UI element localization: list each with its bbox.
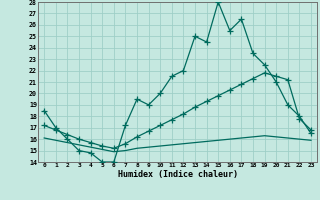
X-axis label: Humidex (Indice chaleur): Humidex (Indice chaleur)	[118, 170, 238, 179]
